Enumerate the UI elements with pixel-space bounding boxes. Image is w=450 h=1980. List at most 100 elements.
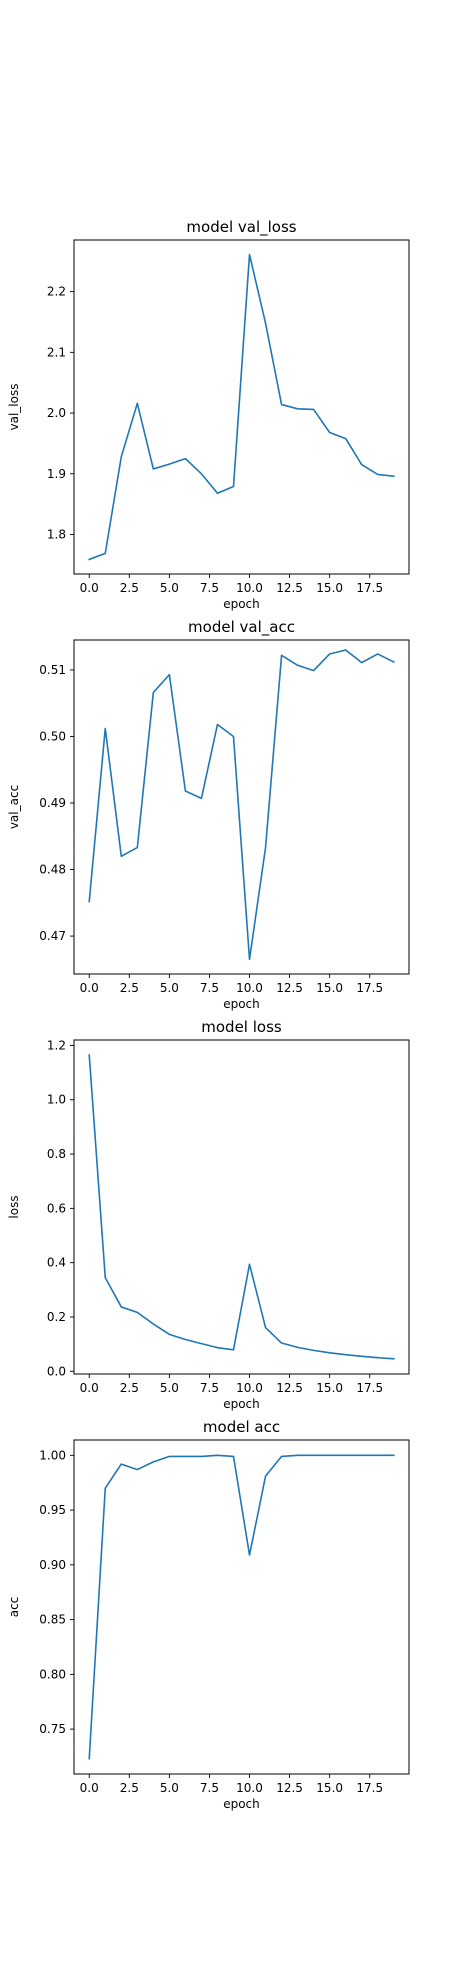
x-tick-label: 15.0 xyxy=(316,1781,343,1795)
x-tick-label: 7.5 xyxy=(200,1781,219,1795)
data-point xyxy=(280,403,282,405)
chart-title: model acc xyxy=(203,1418,280,1436)
data-point xyxy=(377,653,379,655)
data-point xyxy=(88,900,90,902)
chart-title: model loss xyxy=(201,1018,282,1036)
x-tick-label: 10.0 xyxy=(236,1781,263,1795)
x-tick-label: 15.0 xyxy=(316,1381,343,1395)
x-tick-label: 2.5 xyxy=(120,581,139,595)
data-point xyxy=(393,475,395,477)
data-point xyxy=(296,664,298,666)
x-tick-label: 7.5 xyxy=(200,581,219,595)
data-point xyxy=(104,1487,106,1489)
data-point xyxy=(200,1455,202,1457)
data-point xyxy=(312,669,314,671)
data-point xyxy=(184,1338,186,1340)
y-tick-label: 0.75 xyxy=(39,1722,66,1736)
y-tick-label: 0.90 xyxy=(39,1558,66,1572)
data-point xyxy=(344,649,346,651)
data-point xyxy=(296,1346,298,1348)
x-tick-label: 5.0 xyxy=(160,581,179,595)
x-tick-label: 12.5 xyxy=(276,1381,303,1395)
data-point xyxy=(200,1342,202,1344)
chart-title: model val_acc xyxy=(188,618,295,637)
data-point xyxy=(216,1346,218,1348)
data-point xyxy=(152,691,154,693)
data-point xyxy=(296,1454,298,1456)
data-point xyxy=(344,437,346,439)
y-tick-label: 0.50 xyxy=(39,729,66,743)
data-point xyxy=(168,463,170,465)
x-axis-label: epoch xyxy=(223,1797,260,1811)
x-tick-label: 12.5 xyxy=(276,981,303,995)
data-point xyxy=(104,727,106,729)
x-tick-label: 0.0 xyxy=(80,1381,99,1395)
data-point xyxy=(232,485,234,487)
y-axis-label: val_acc xyxy=(7,785,21,829)
data-point xyxy=(216,1454,218,1456)
y-tick-label: 1.8 xyxy=(47,528,66,542)
data-point xyxy=(184,457,186,459)
data-point xyxy=(312,1454,314,1456)
data-point xyxy=(361,1454,363,1456)
series-line-acc xyxy=(88,1454,395,1760)
data-point xyxy=(120,1463,122,1465)
x-tick-label: 17.5 xyxy=(356,581,383,595)
data-point xyxy=(264,1475,266,1477)
y-tick-label: 0.48 xyxy=(39,863,66,877)
x-tick-label: 5.0 xyxy=(160,1381,179,1395)
y-tick-label: 2.0 xyxy=(47,406,66,420)
data-point xyxy=(200,473,202,475)
data-point xyxy=(88,558,90,560)
y-tick-label: 0.4 xyxy=(47,1256,66,1270)
data-point xyxy=(393,1454,395,1456)
data-point xyxy=(312,1349,314,1351)
data-point xyxy=(104,552,106,554)
data-point xyxy=(344,1354,346,1356)
data-point xyxy=(361,1355,363,1357)
data-point xyxy=(377,473,379,475)
data-point xyxy=(328,1352,330,1354)
x-axis-label: epoch xyxy=(223,997,260,1011)
data-point xyxy=(184,1455,186,1457)
data-point xyxy=(168,1333,170,1335)
data-point xyxy=(136,1311,138,1313)
x-tick-label: 0.0 xyxy=(80,1781,99,1795)
y-tick-label: 0.2 xyxy=(47,1310,66,1324)
series-line-val_loss xyxy=(88,253,395,561)
plot-frame xyxy=(73,1439,410,1775)
x-axis-label: epoch xyxy=(223,1397,260,1411)
data-point xyxy=(88,1054,90,1056)
y-tick-label: 0.80 xyxy=(39,1667,66,1681)
x-tick-label: 0.0 xyxy=(80,981,99,995)
data-point xyxy=(264,1326,266,1328)
x-tick-label: 0.0 xyxy=(80,581,99,595)
plot-frame xyxy=(73,1039,410,1375)
x-tick-label: 17.5 xyxy=(356,981,383,995)
chart-title: model val_loss xyxy=(186,218,296,237)
x-tick-label: 2.5 xyxy=(120,1381,139,1395)
data-point xyxy=(184,790,186,792)
data-point xyxy=(216,492,218,494)
chart-2: model loss 0.0 2.5 5.0 7.5 10.0 12.5 15.0 17.5 0.… xyxy=(7,1018,410,1411)
y-tick-label: 0.51 xyxy=(39,663,66,677)
data-point xyxy=(136,402,138,404)
y-tick-label: 0.47 xyxy=(39,929,66,943)
y-tick-label: 0.85 xyxy=(39,1613,66,1627)
x-tick-label: 2.5 xyxy=(120,981,139,995)
data-point xyxy=(280,1455,282,1457)
y-tick-label: 1.00 xyxy=(39,1448,66,1462)
data-point xyxy=(120,855,122,857)
data-point xyxy=(296,408,298,410)
x-axis-label: epoch xyxy=(223,597,260,611)
x-tick-label: 12.5 xyxy=(276,1781,303,1795)
data-point xyxy=(344,1454,346,1456)
data-point xyxy=(312,408,314,410)
y-tick-label: 2.1 xyxy=(47,345,66,359)
data-point xyxy=(264,846,266,848)
data-point xyxy=(152,468,154,470)
plot-frame xyxy=(73,239,410,575)
y-tick-label: 0.0 xyxy=(47,1364,66,1378)
